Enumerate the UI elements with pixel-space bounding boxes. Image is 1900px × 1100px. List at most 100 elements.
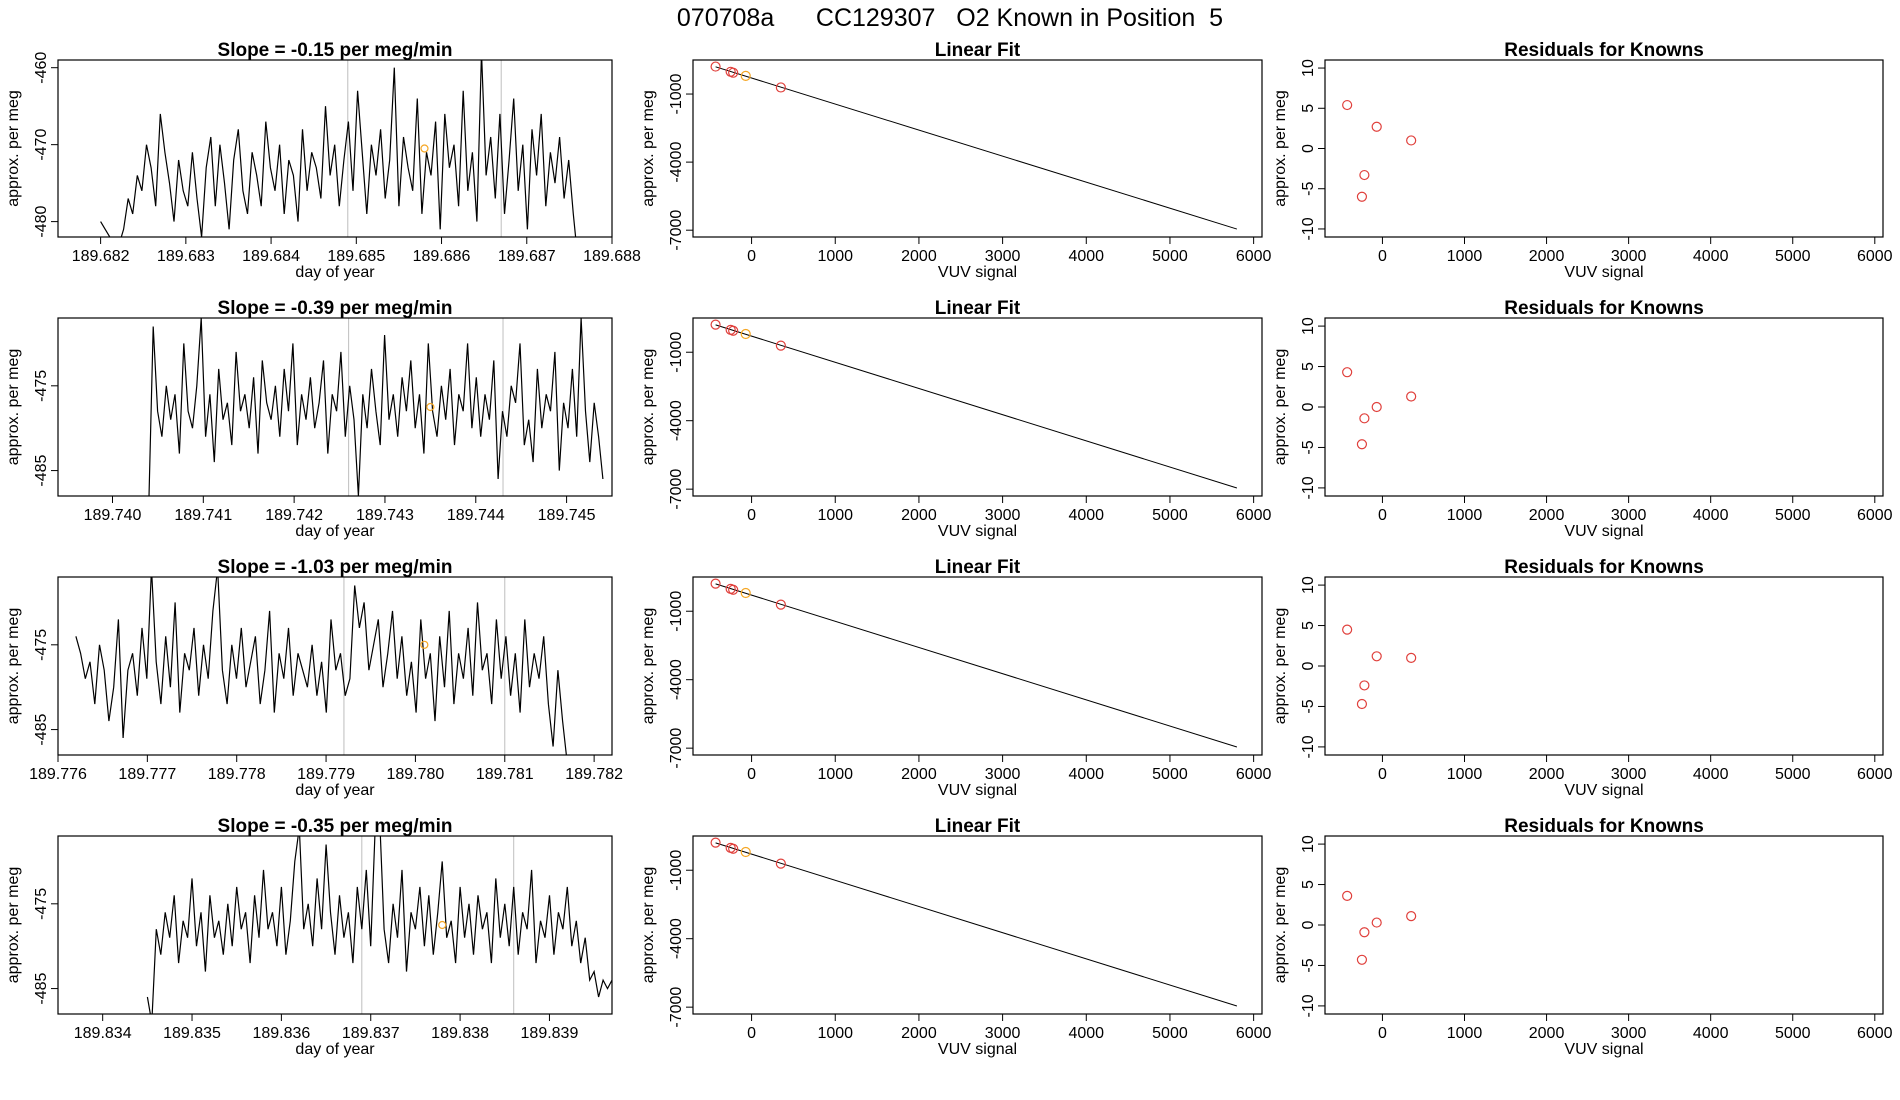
x-tick-label: 4000 [1693, 507, 1729, 524]
x-tick-label: 3000 [1611, 766, 1647, 783]
plot-area [148, 318, 604, 496]
x-tick-label: 189.779 [297, 766, 355, 783]
x-tick-label: 4000 [1068, 1025, 1104, 1042]
y-tick-label: -5 [1300, 182, 1317, 196]
plot-area [1342, 99, 1417, 202]
x-tick-label: 1000 [817, 248, 853, 265]
y-tick-label: 10 [1300, 576, 1317, 594]
plot-area [100, 60, 577, 237]
x-tick-label: 6000 [1857, 1025, 1893, 1042]
data-point [728, 584, 739, 595]
y-tick-label: -475 [33, 370, 50, 402]
fit-line [715, 324, 1238, 489]
x-tick-label: 0 [1378, 1025, 1387, 1042]
x-tick-label: 4000 [1068, 766, 1104, 783]
x-tick-label: 3000 [985, 766, 1021, 783]
x-tick-label: 1000 [1447, 507, 1483, 524]
series-line [146, 836, 612, 1014]
x-tick-label: 5000 [1152, 248, 1188, 265]
y-axis-label: approx. per meg [5, 349, 22, 466]
plot-frame [57, 317, 613, 497]
y-tick-label: 5 [1300, 104, 1317, 113]
panel-2-2: Linear Fit 0 1000 2000 3000 4000 5000 6000 -1000… [640, 298, 1272, 540]
x-tick-label: 6000 [1857, 766, 1893, 783]
panel-1-1: Slope = -0.15 per meg/min 189.682 189.683 1… [5, 40, 641, 281]
x-tick-label: 2000 [1529, 1025, 1565, 1042]
data-point [710, 319, 721, 330]
y-tick-label: -475 [33, 629, 50, 661]
x-tick-label: 189.835 [163, 1025, 221, 1042]
data-point [1371, 651, 1382, 662]
y-tick-label: -1000 [668, 73, 685, 114]
data-point [1359, 680, 1370, 691]
y-tick-label: -5 [1300, 958, 1317, 972]
x-tick-label: 5000 [1152, 766, 1188, 783]
data-point [728, 67, 739, 78]
plot-area [710, 837, 1238, 1007]
x-tick-label: 189.687 [498, 248, 556, 265]
x-tick-label: 2000 [1529, 248, 1565, 265]
y-tick-label: 5 [1300, 362, 1317, 371]
y-tick-label: 10 [1300, 317, 1317, 335]
data-point [740, 70, 751, 81]
data-point [1359, 927, 1370, 938]
x-tick-label: 3000 [1611, 1025, 1647, 1042]
x-tick-label: 189.745 [538, 507, 596, 524]
x-tick-label: 3000 [985, 1025, 1021, 1042]
x-tick-label: 189.837 [342, 1025, 400, 1042]
x-tick-label: 4000 [1693, 766, 1729, 783]
data-point [1359, 169, 1370, 181]
panel-2-3: Residuals for Knowns 0 1000 2000 3000 4000 500… [1272, 298, 1893, 540]
x-tick-label: 189.683 [157, 248, 215, 265]
highlight-point [420, 640, 429, 649]
y-tick-label: -5 [1300, 440, 1317, 454]
y-tick-label: -485 [33, 713, 50, 745]
y-axis-label: approx. per meg [640, 349, 657, 466]
data-point [1342, 99, 1353, 111]
data-point [728, 325, 739, 336]
plot-frame [57, 835, 613, 1015]
panel-title: Residuals for Knowns [1504, 40, 1704, 61]
x-tick-label: 0 [1378, 507, 1387, 524]
y-axis-label: approx. per meg [640, 90, 657, 207]
fit-line [715, 66, 1238, 230]
data-point [710, 578, 721, 589]
figure-title: 070708a CC129307 O2 Known in Position 5 [676, 4, 1224, 32]
plot-area [710, 319, 1238, 489]
y-axis-label: approx. per meg [1272, 867, 1289, 984]
y-tick-label: 0 [1300, 144, 1317, 153]
x-axis-label: VUV signal [1564, 782, 1643, 799]
y-tick-label: 10 [1300, 835, 1317, 853]
data-point [1356, 191, 1368, 202]
x-axis-label: day of year [295, 782, 375, 799]
y-tick-label: -485 [33, 454, 50, 486]
y-tick-label: -460 [33, 52, 50, 84]
x-axis-label: VUV signal [938, 264, 1017, 281]
x-axis-label: day of year [295, 1041, 375, 1058]
x-tick-label: 189.688 [583, 248, 641, 265]
data-point [1406, 910, 1417, 922]
y-tick-label: -4000 [668, 142, 685, 183]
y-tick-label: -4000 [668, 918, 685, 959]
y-axis-label: approx. per meg [1272, 349, 1289, 466]
panel-title: Slope = -0.15 per meg/min [218, 40, 453, 61]
data-point [1356, 439, 1368, 450]
x-tick-label: 4000 [1068, 248, 1104, 265]
x-tick-label: 5000 [1152, 507, 1188, 524]
panel-title: Linear Fit [935, 816, 1021, 837]
data-point [1356, 698, 1368, 710]
y-tick-label: -10 [1300, 994, 1317, 1017]
y-tick-label: -7000 [668, 469, 685, 510]
x-tick-label: 2000 [1529, 766, 1565, 783]
y-tick-label: -5 [1300, 699, 1317, 713]
x-tick-label: 1000 [817, 1025, 853, 1042]
x-tick-label: 189.838 [431, 1025, 489, 1042]
panel-title: Slope = -1.03 per meg/min [218, 557, 453, 578]
x-tick-label: 0 [1378, 766, 1387, 783]
data-point [1371, 917, 1382, 928]
x-tick-label: 189.778 [208, 766, 266, 783]
y-tick-label: -485 [33, 972, 50, 1004]
data-point [740, 328, 751, 340]
x-tick-label: 1000 [1447, 248, 1483, 265]
